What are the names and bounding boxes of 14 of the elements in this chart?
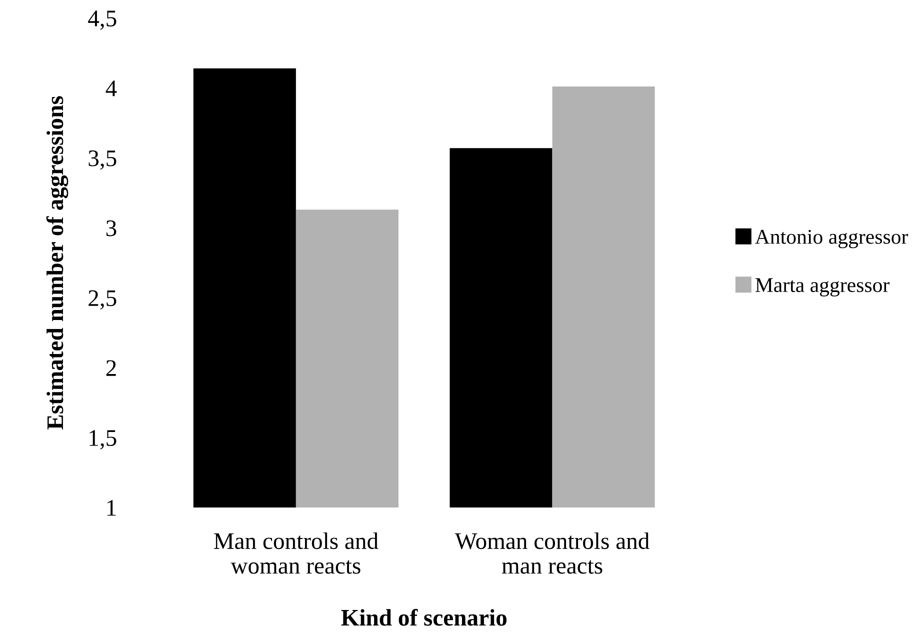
y-tick-label: 3 — [106, 220, 116, 236]
x-tick-label: Woman controls and man reacts — [454, 532, 650, 574]
y-tick-label: 4,5 — [88, 10, 116, 30]
y-tick-label: 2,5 — [88, 290, 116, 310]
y-tick-label: 4 — [106, 80, 117, 96]
y-tick-label: 1,5 — [90, 430, 116, 450]
y-tick-label: 2 — [106, 360, 116, 376]
legend-label: Marta aggressor — [755, 278, 890, 296]
x-axis-title: Kind of scenario — [341, 608, 507, 626]
y-tick-label: 3,5 — [88, 150, 116, 170]
y-tick-label: 1 — [107, 500, 116, 516]
legend-label: Antonio aggressor — [755, 230, 908, 248]
y-axis-title: Estimated number of aggressions — [46, 96, 68, 430]
x-tick-label: Man controls and woman reacts — [214, 532, 378, 574]
